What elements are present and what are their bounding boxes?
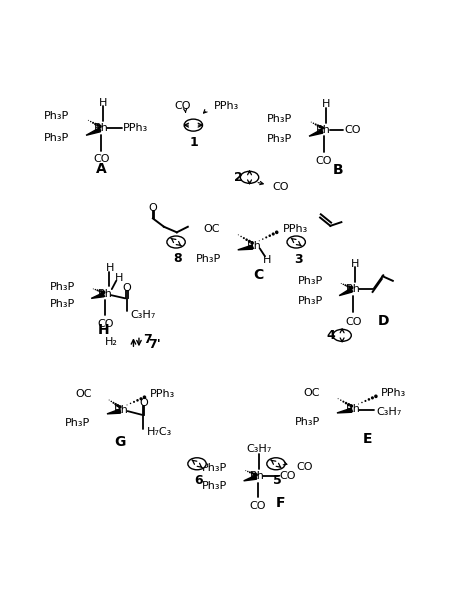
Text: Ph₃P: Ph₃P (295, 417, 320, 427)
Text: PPh₃: PPh₃ (213, 101, 239, 111)
Text: C₃H₇: C₃H₇ (130, 310, 155, 320)
Ellipse shape (184, 119, 202, 131)
Text: H: H (263, 255, 271, 265)
Text: 2: 2 (234, 171, 243, 184)
Ellipse shape (188, 458, 206, 470)
Text: O: O (123, 283, 132, 293)
Text: Ph₃P: Ph₃P (298, 276, 323, 286)
Polygon shape (86, 128, 100, 135)
Text: Rh: Rh (94, 124, 109, 133)
Text: H: H (105, 263, 114, 274)
Text: H: H (115, 272, 123, 283)
Text: Rh: Rh (98, 289, 113, 299)
Text: 4: 4 (327, 329, 336, 342)
Text: PPh₃: PPh₃ (283, 224, 308, 233)
Text: Ph₃P: Ph₃P (44, 112, 69, 121)
Text: Rh: Rh (114, 405, 129, 415)
Text: C₃H₇: C₃H₇ (376, 407, 401, 416)
Text: 8: 8 (173, 252, 182, 265)
Text: Ph₃P: Ph₃P (50, 299, 75, 309)
Text: OC: OC (203, 224, 220, 233)
Ellipse shape (167, 236, 185, 248)
Text: CO: CO (249, 501, 266, 511)
Text: CO: CO (93, 154, 110, 164)
Text: C₃H₇: C₃H₇ (247, 445, 272, 454)
Text: 3: 3 (294, 253, 302, 266)
Text: B: B (333, 163, 344, 178)
Text: E: E (363, 432, 373, 446)
Text: Ph₃P: Ph₃P (196, 254, 221, 264)
Text: Ph₃P: Ph₃P (65, 418, 91, 428)
Polygon shape (309, 129, 323, 136)
Ellipse shape (267, 458, 285, 470)
Text: CO: CO (97, 319, 113, 329)
Text: Ph₃P: Ph₃P (202, 481, 228, 491)
Polygon shape (339, 288, 352, 296)
Text: 6: 6 (194, 474, 203, 487)
Text: OC: OC (75, 389, 91, 399)
Text: Ph₃P: Ph₃P (267, 134, 292, 144)
Text: Ph₃P: Ph₃P (44, 133, 69, 143)
Polygon shape (107, 409, 120, 414)
Text: PPh₃: PPh₃ (381, 388, 406, 398)
Text: 7: 7 (143, 332, 152, 346)
Text: A: A (96, 162, 107, 176)
Polygon shape (244, 475, 256, 481)
Polygon shape (238, 245, 253, 250)
Text: H: H (98, 323, 109, 337)
Ellipse shape (287, 236, 305, 248)
Text: CO: CO (175, 101, 191, 111)
Text: 7': 7' (148, 338, 161, 351)
Text: Ph₃P: Ph₃P (50, 282, 75, 292)
Text: O: O (139, 398, 148, 408)
Text: 1: 1 (190, 136, 199, 149)
Text: PPh₃: PPh₃ (122, 124, 148, 133)
Polygon shape (91, 293, 104, 298)
Text: Ph₃P: Ph₃P (267, 113, 292, 124)
Text: 5: 5 (273, 474, 282, 487)
Text: CO: CO (296, 463, 313, 472)
Text: H: H (321, 100, 330, 109)
Text: CO: CO (279, 471, 295, 481)
Text: O: O (148, 203, 157, 213)
Ellipse shape (240, 172, 259, 184)
Text: Ph₃P: Ph₃P (298, 296, 323, 305)
Text: CO: CO (344, 125, 360, 135)
Text: H₂: H₂ (105, 337, 118, 347)
Text: H: H (351, 259, 359, 269)
Text: Rh: Rh (346, 404, 361, 414)
Text: D: D (377, 314, 389, 328)
Text: C: C (253, 268, 264, 282)
Text: H₇C₃: H₇C₃ (146, 427, 172, 437)
Text: Ph₃P: Ph₃P (202, 463, 228, 473)
Polygon shape (337, 408, 352, 413)
Ellipse shape (333, 329, 351, 341)
Text: H: H (99, 98, 108, 108)
Text: Rh: Rh (250, 471, 265, 481)
Text: Rh: Rh (316, 125, 331, 135)
Text: F: F (276, 496, 285, 510)
Text: CO: CO (272, 182, 289, 193)
Text: G: G (114, 434, 126, 449)
Text: OC: OC (303, 388, 320, 398)
Text: CO: CO (345, 317, 361, 327)
Text: Rh: Rh (346, 284, 361, 294)
Text: PPh₃: PPh₃ (150, 389, 175, 399)
Text: Rh: Rh (246, 241, 261, 251)
Text: CO: CO (316, 155, 332, 166)
